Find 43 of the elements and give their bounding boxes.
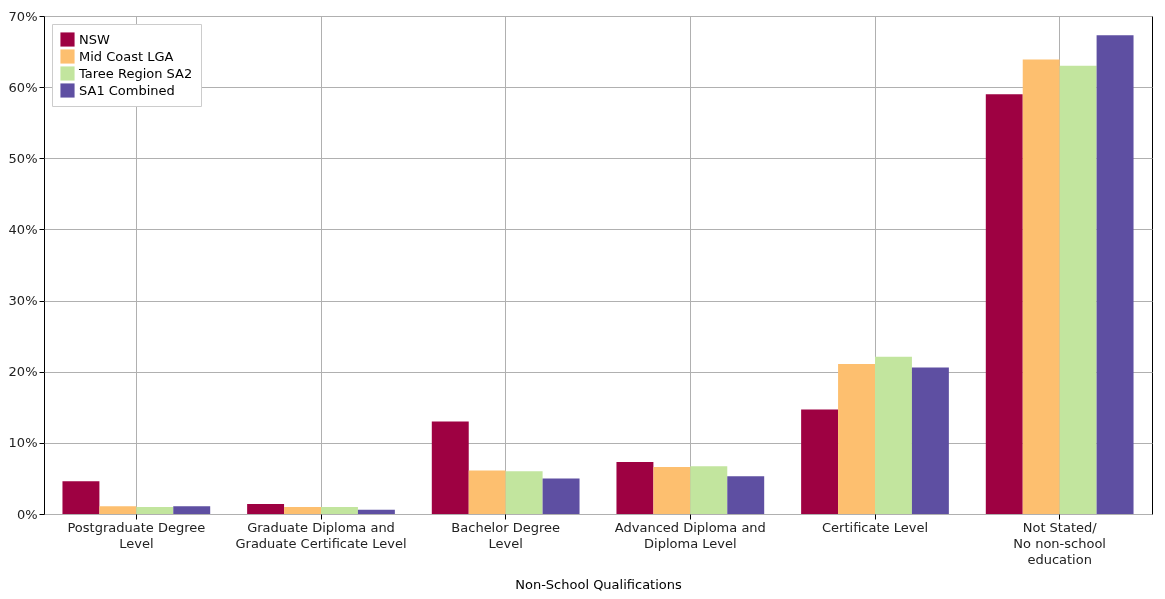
bar bbox=[431, 421, 469, 514]
bar bbox=[1059, 65, 1097, 514]
y-tick-label: 60% bbox=[8, 79, 38, 95]
bar bbox=[542, 478, 580, 514]
bar bbox=[727, 476, 765, 514]
x-tick-label: Certificate Level bbox=[822, 519, 928, 535]
bar bbox=[321, 506, 358, 514]
bar bbox=[247, 504, 285, 514]
x-tick-label: Postgraduate Degree Level bbox=[67, 519, 206, 551]
bar bbox=[616, 462, 654, 514]
x-tick-label: Graduate Diploma and Graduate Certificate Level bbox=[235, 519, 407, 551]
y-tick-label: 70% bbox=[8, 8, 38, 24]
bar bbox=[284, 506, 321, 514]
legend-label: Taree Region SA2 bbox=[78, 65, 193, 81]
x-tick-label: Not Stated/ No non-school education bbox=[1013, 519, 1106, 567]
legend-label: Mid Coast LGA bbox=[79, 48, 174, 64]
bar bbox=[62, 481, 100, 514]
y-tick-label: 10% bbox=[8, 435, 38, 451]
y-tick-label: 0% bbox=[16, 506, 38, 522]
bar bbox=[99, 506, 137, 514]
x-tick-label: Advanced Diploma and Diploma Level bbox=[614, 519, 766, 551]
bar bbox=[505, 471, 543, 514]
bar bbox=[801, 409, 839, 514]
bar bbox=[357, 509, 395, 514]
bar bbox=[985, 94, 1023, 514]
legend-label: NSW bbox=[79, 31, 110, 47]
y-tick-label: 20% bbox=[8, 364, 38, 380]
x-tick-label: Bachelor Degree Level bbox=[451, 519, 560, 551]
bar bbox=[468, 470, 506, 514]
y-tick-label: 50% bbox=[8, 150, 38, 166]
bar bbox=[838, 363, 875, 514]
bar bbox=[653, 467, 691, 514]
bar bbox=[875, 356, 912, 514]
bar bbox=[136, 506, 174, 514]
bar bbox=[173, 506, 211, 514]
y-tick-label: 30% bbox=[8, 293, 38, 309]
legend-label: SA1 Combined bbox=[79, 82, 175, 98]
bar bbox=[911, 367, 949, 514]
bar bbox=[690, 466, 728, 514]
bar bbox=[1022, 59, 1060, 514]
x-axis-title: Non-School Qualifications bbox=[515, 576, 682, 592]
bar bbox=[1096, 35, 1134, 514]
y-tick-label: 40% bbox=[8, 221, 38, 237]
